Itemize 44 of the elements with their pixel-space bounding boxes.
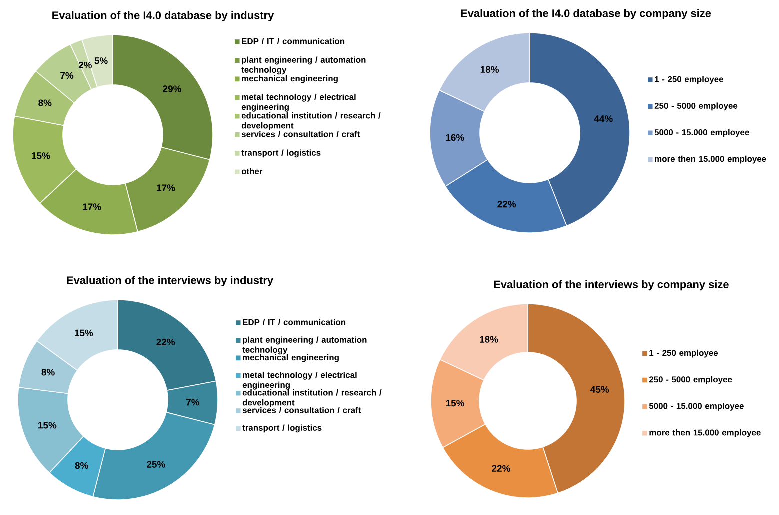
data-label: 15%: [75, 330, 94, 337]
chart-title: Evaluation of the interviews by company size: [494, 280, 729, 291]
legend-label: 250 - 5000 employee: [649, 376, 732, 384]
legend-label: 5000 - 15.000 employee: [654, 129, 750, 138]
legend-label: more then 15.000 employee: [655, 156, 766, 164]
legend-label: EDP / IT / communication: [243, 319, 346, 326]
data-label: 22%: [498, 200, 516, 208]
data-label: 15%: [32, 152, 50, 160]
data-label: 45%: [590, 386, 610, 393]
legend-label: transport / logistics: [242, 424, 322, 433]
legend-label: transport / logistics: [242, 150, 321, 158]
chart-title: Evaluation of the interviews by industry: [67, 276, 274, 286]
legend-label: services / consultation / craft: [242, 407, 362, 414]
data-label: 8%: [38, 100, 52, 106]
legend-label: EDP / IT / communication: [242, 38, 345, 44]
data-label: 8%: [75, 462, 88, 470]
legend-label: 5000 - 15.000 employee: [649, 402, 744, 411]
data-label: 15%: [446, 400, 465, 407]
data-label: 17%: [157, 184, 176, 192]
data-label: 7%: [60, 72, 74, 80]
legend-label: 250 - 5000 employee: [654, 102, 738, 111]
data-label: 22%: [492, 465, 510, 472]
data-label: 7%: [186, 399, 200, 406]
legend-label: mechanical engineering: [243, 354, 339, 362]
data-label: 18%: [480, 66, 500, 74]
data-label: 25%: [147, 461, 166, 468]
data-label: 2%: [78, 62, 92, 69]
legend-label: mechanical engineering: [242, 75, 338, 84]
data-label: 44%: [594, 116, 613, 122]
chart-title: Evaluation of the I4.0 database by company size: [461, 9, 712, 20]
legend-label: services / consultation / craft: [242, 131, 360, 138]
data-label: 22%: [156, 338, 176, 346]
data-label: 15%: [38, 422, 57, 429]
data-label: 17%: [83, 204, 102, 210]
data-label: 5%: [94, 58, 108, 64]
data-label: 8%: [42, 369, 55, 376]
legend-label: 1 - 250 employee: [650, 350, 718, 358]
legend-label: other: [242, 168, 263, 175]
legend-label: 1 - 250 employee: [655, 76, 724, 84]
data-label: 16%: [446, 134, 464, 142]
data-label: 29%: [163, 86, 182, 92]
chart-title: Evaluation of the I4.0 database by industry: [52, 11, 274, 22]
legend-label: more then 15.000 employee: [650, 430, 761, 438]
data-label: 18%: [480, 336, 498, 343]
